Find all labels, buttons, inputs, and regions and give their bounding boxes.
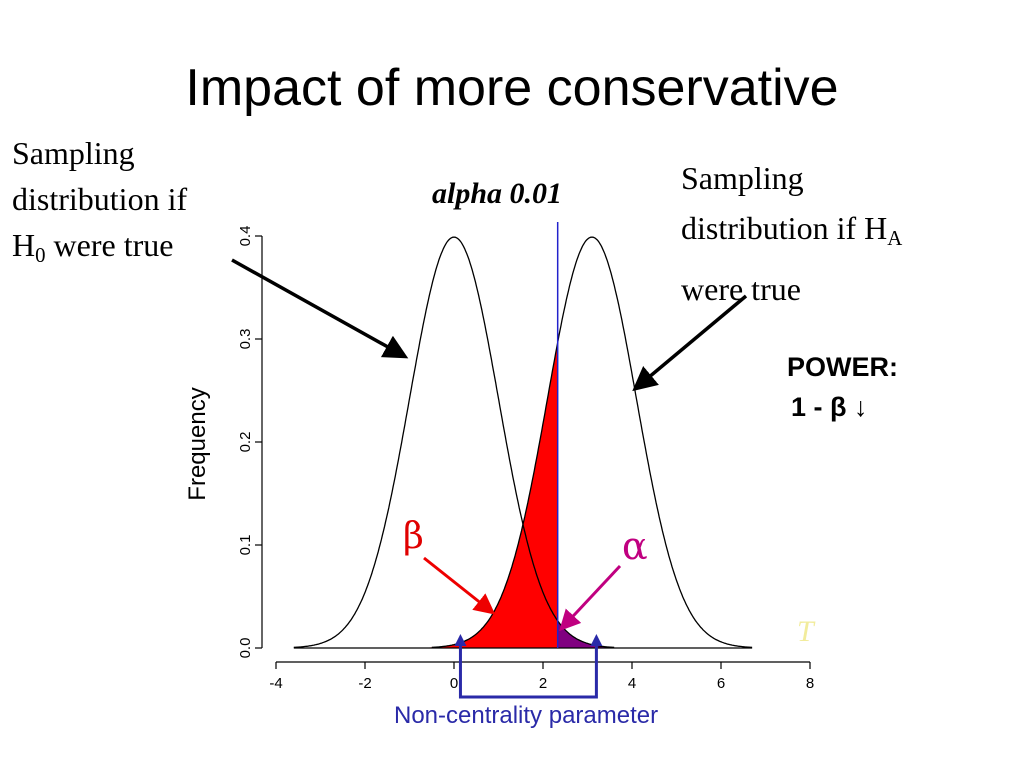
power-annotation-line2: 1 - β ↓: [791, 392, 868, 422]
ncp-arrowhead-right: [590, 634, 603, 646]
page-title: Impact of more conservative: [185, 59, 839, 117]
alpha-region: [557, 620, 610, 648]
y-tick-label: 0.1: [237, 535, 254, 556]
y-tick-label: 0.4: [237, 226, 254, 247]
y-tick-label: 0.0: [237, 638, 254, 659]
power-annotation: POWER: 1 - β ↓: [787, 347, 898, 427]
beta-region: [409, 342, 558, 648]
beta-symbol: β: [403, 516, 424, 557]
ncp-bracket: [458, 640, 598, 699]
h0-annotation-subscript: 0: [35, 244, 46, 268]
x-tick-label: 4: [628, 675, 636, 692]
x-tick-label: 2: [539, 675, 547, 692]
h0-annotation-h: H: [12, 227, 36, 263]
y-axis-label: Frequency: [184, 387, 211, 500]
shaded-regions: [409, 342, 610, 648]
ha-annotation-subscript: A: [887, 227, 903, 251]
x-tick-label: 6: [717, 675, 725, 692]
h0-annotation-line3: H0 were true: [12, 222, 187, 279]
h0-annotation: Sampling distribution if H0 were true: [12, 130, 187, 279]
x-tick-label: 8: [806, 675, 814, 692]
x-tick-label: -4: [269, 675, 282, 692]
y-tick-label: 0.2: [237, 432, 254, 453]
ha-annotation-line1: Sampling: [681, 160, 804, 196]
h0-annotation-line2: distribution if: [12, 181, 188, 217]
y-tick-label: 0.3: [237, 329, 254, 350]
chart-overlay: [231, 222, 748, 699]
alpha-level-label: alpha 0.01: [432, 177, 563, 210]
h0-arrow: [231, 258, 409, 359]
ha-annotation-line2: distribution if HA: [681, 203, 902, 264]
h0-annotation-tail: were true: [45, 227, 174, 263]
ha-annotation: Sampling distribution if HA were true: [681, 153, 902, 314]
x-tick-label: 0: [450, 675, 458, 692]
ha-arrow: [632, 294, 748, 392]
chart-axes: -4 -2 0 2 4 6 8 0.0 0.1 0.2 0.3 0.4 Frequency: [184, 226, 814, 692]
alpha-symbol: α: [622, 524, 648, 568]
gloss-mark: T: [797, 615, 814, 648]
ha-annotation-text: distribution if H: [681, 210, 888, 246]
power-annotation-line1: POWER:: [787, 352, 898, 382]
x-tick-label: -2: [358, 675, 371, 692]
ncp-arrowhead-left: [454, 634, 467, 646]
ha-density-curve: [431, 236, 753, 649]
alpha-arrow: [559, 564, 622, 632]
h0-annotation-line1: Sampling: [12, 135, 135, 171]
ncp-label: Non-centrality parameter: [394, 702, 659, 729]
beta-arrow: [423, 556, 496, 615]
